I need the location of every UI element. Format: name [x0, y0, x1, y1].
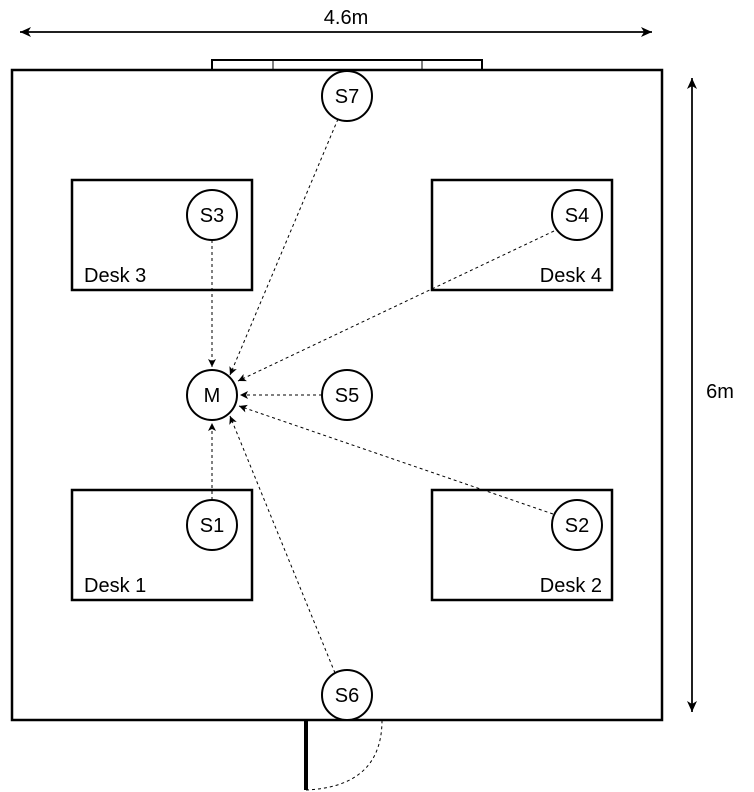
- sensor-s7: S7: [321, 70, 373, 122]
- master-label: M: [204, 385, 221, 407]
- link-s7-m: [229, 118, 339, 376]
- sensor-s4: S4: [551, 189, 603, 241]
- sensor-s3-label: S3: [200, 205, 224, 227]
- sensor-s5-label: S5: [335, 385, 359, 407]
- width-label: 4.6m: [324, 7, 368, 29]
- master-node: M: [186, 369, 238, 421]
- sensor-s1: S1: [186, 499, 238, 551]
- desk-1-label: Desk 1: [84, 575, 146, 597]
- desk-3-label: Desk 3: [84, 265, 146, 287]
- sensor-s2: S2: [551, 499, 603, 551]
- connections: [208, 118, 555, 674]
- link-s2-m: [238, 404, 554, 515]
- sensor-s7-label: S7: [335, 86, 359, 108]
- sensor-s3: S3: [186, 189, 238, 241]
- door-swing: [305, 719, 383, 791]
- width-dimension: 4.6m: [20, 7, 652, 37]
- desk-3: Desk 3: [70, 178, 254, 292]
- window: [211, 59, 483, 71]
- link-s4-m: [237, 230, 555, 382]
- desk-2-label: Desk 2: [540, 575, 602, 597]
- sensor-s6: S6: [321, 669, 373, 721]
- door: [304, 719, 383, 791]
- desk-4-label: Desk 4: [540, 265, 602, 287]
- sensor-s2-label: S2: [565, 515, 589, 537]
- link-s6-m: [229, 415, 336, 674]
- sensor-s5: S5: [321, 369, 373, 421]
- sensor-s1-label: S1: [200, 515, 224, 537]
- height-label: 6m: [706, 381, 734, 403]
- sensor-s6-label: S6: [335, 685, 359, 707]
- room-outline: [10, 68, 664, 722]
- height-dimension: 6m: [687, 78, 734, 712]
- sensor-s4-label: S4: [565, 205, 589, 227]
